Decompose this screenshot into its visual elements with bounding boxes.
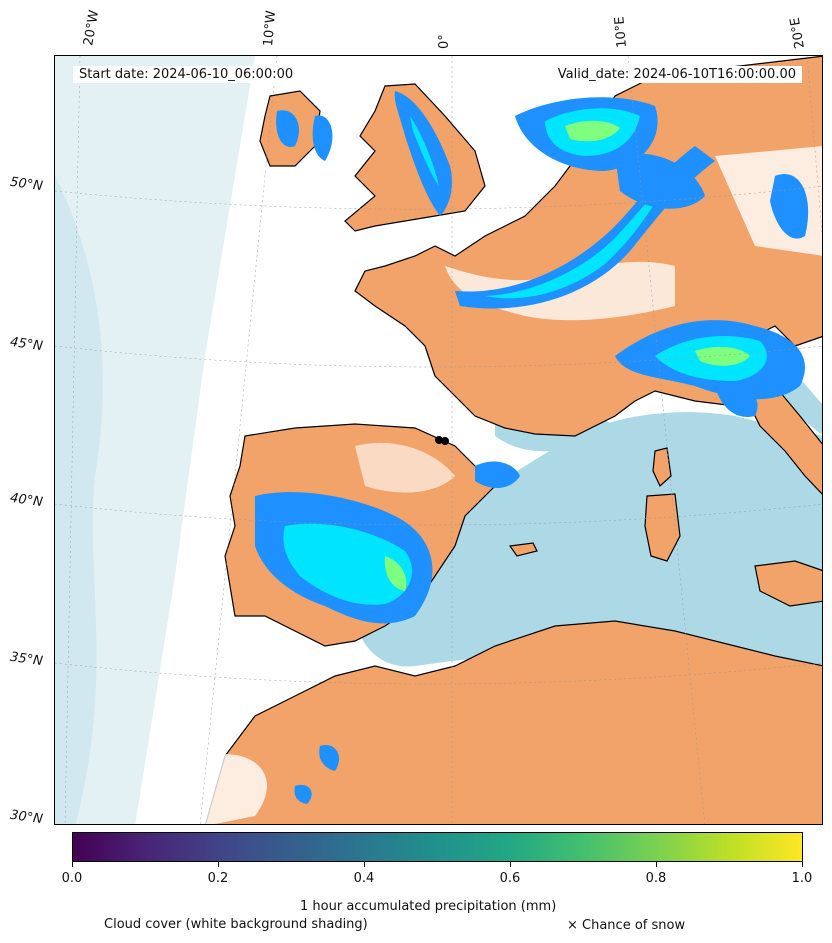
north-africa bbox=[204, 620, 822, 824]
colorbar-tick-label: 0.6 bbox=[499, 871, 521, 886]
graticule-35n bbox=[55, 662, 822, 685]
graticule-45n bbox=[55, 345, 822, 368]
graticule bbox=[55, 56, 822, 824]
precip-arc-core bbox=[485, 176, 670, 299]
precipitation-layer bbox=[255, 91, 809, 804]
snow-legend: × Chance of snow bbox=[567, 918, 686, 933]
lon-label-10w: 10°W bbox=[261, 9, 280, 47]
corsica bbox=[652, 447, 672, 487]
cloud-cover-note: Cloud cover (white background shading) bbox=[104, 917, 368, 932]
lat-label-50n: 50°N bbox=[9, 174, 44, 195]
snow-marker bbox=[435, 436, 443, 444]
colorbar-label: 1 hour accumulated precipitation (mm) bbox=[300, 899, 557, 914]
lon-label-20e: 20°E bbox=[787, 16, 808, 50]
lat-label-45n: 45°N bbox=[9, 334, 44, 355]
colorbar-tick bbox=[72, 862, 73, 867]
colorbar-tick bbox=[802, 862, 803, 867]
precip-cell-morocco bbox=[319, 745, 340, 771]
snow-marker bbox=[441, 437, 449, 445]
colorbar-tick-label: 0.2 bbox=[207, 871, 229, 886]
balearic-islands bbox=[508, 542, 538, 557]
colorbar-tick-label: 0.0 bbox=[61, 871, 83, 886]
colorbar-tick-label: 0.8 bbox=[645, 871, 667, 886]
precip-cell-pyrenees bbox=[475, 461, 520, 488]
lat-label-40n: 40°N bbox=[9, 490, 44, 511]
start-date-label: Start date: 2024-06-10_06:00:00 bbox=[73, 66, 300, 83]
sardinia bbox=[644, 493, 681, 562]
precip-cell-irish-sea bbox=[312, 115, 333, 161]
colorbar-tick bbox=[656, 862, 657, 867]
tunisia-coast bbox=[754, 560, 822, 607]
graticule-20w bbox=[64, 56, 81, 824]
precip-cell-tuscany bbox=[715, 385, 758, 417]
cloud-patch-iberia bbox=[355, 442, 455, 493]
graticule-10e bbox=[627, 56, 706, 824]
atlantic-haze bbox=[55, 56, 255, 824]
precip-core-iberia bbox=[283, 523, 413, 605]
lat-label-35n: 35°N bbox=[9, 649, 44, 670]
map-panel: Start date: 2024-06-10_06:00:00 Valid_da… bbox=[54, 55, 823, 825]
lat-label-30n: 30°N bbox=[9, 807, 44, 828]
precip-peak-iberia bbox=[384, 556, 407, 591]
precip-peak-benelux bbox=[565, 120, 620, 142]
colorbar-gradient bbox=[73, 833, 802, 861]
colorbar-tick bbox=[218, 862, 219, 867]
precip-cell-germany bbox=[615, 153, 705, 209]
colorbar-tick-label: 1.0 bbox=[791, 871, 813, 886]
colorbar-tick bbox=[364, 862, 365, 867]
mediterranean-sea bbox=[353, 412, 822, 696]
colorbar-tick bbox=[510, 862, 511, 867]
precip-peak-alps bbox=[695, 346, 750, 366]
precip-cell-ireland bbox=[276, 110, 299, 147]
valid-date-label: Valid_date: 2024-06-10T16:00:00.00 bbox=[551, 66, 802, 83]
lon-label-0: 0° bbox=[437, 34, 452, 49]
precip-cell-morocco-south bbox=[294, 784, 312, 804]
cloud-patch-morocco bbox=[205, 754, 267, 824]
forecast-map bbox=[55, 56, 822, 824]
colorbar-tick-label: 0.4 bbox=[353, 871, 375, 886]
lon-label-10e: 10°E bbox=[612, 15, 630, 49]
precip-colorbar bbox=[72, 832, 803, 862]
precip-cell-poland bbox=[770, 174, 809, 239]
lon-label-20w: 20°W bbox=[81, 9, 103, 48]
precip-core-britain bbox=[410, 116, 439, 186]
graticule-20e bbox=[806, 56, 822, 236]
graticule-40n bbox=[55, 503, 822, 526]
atlantic-haze-west bbox=[55, 176, 103, 824]
graticule-50n bbox=[55, 185, 822, 210]
graticule-10w bbox=[199, 56, 278, 824]
